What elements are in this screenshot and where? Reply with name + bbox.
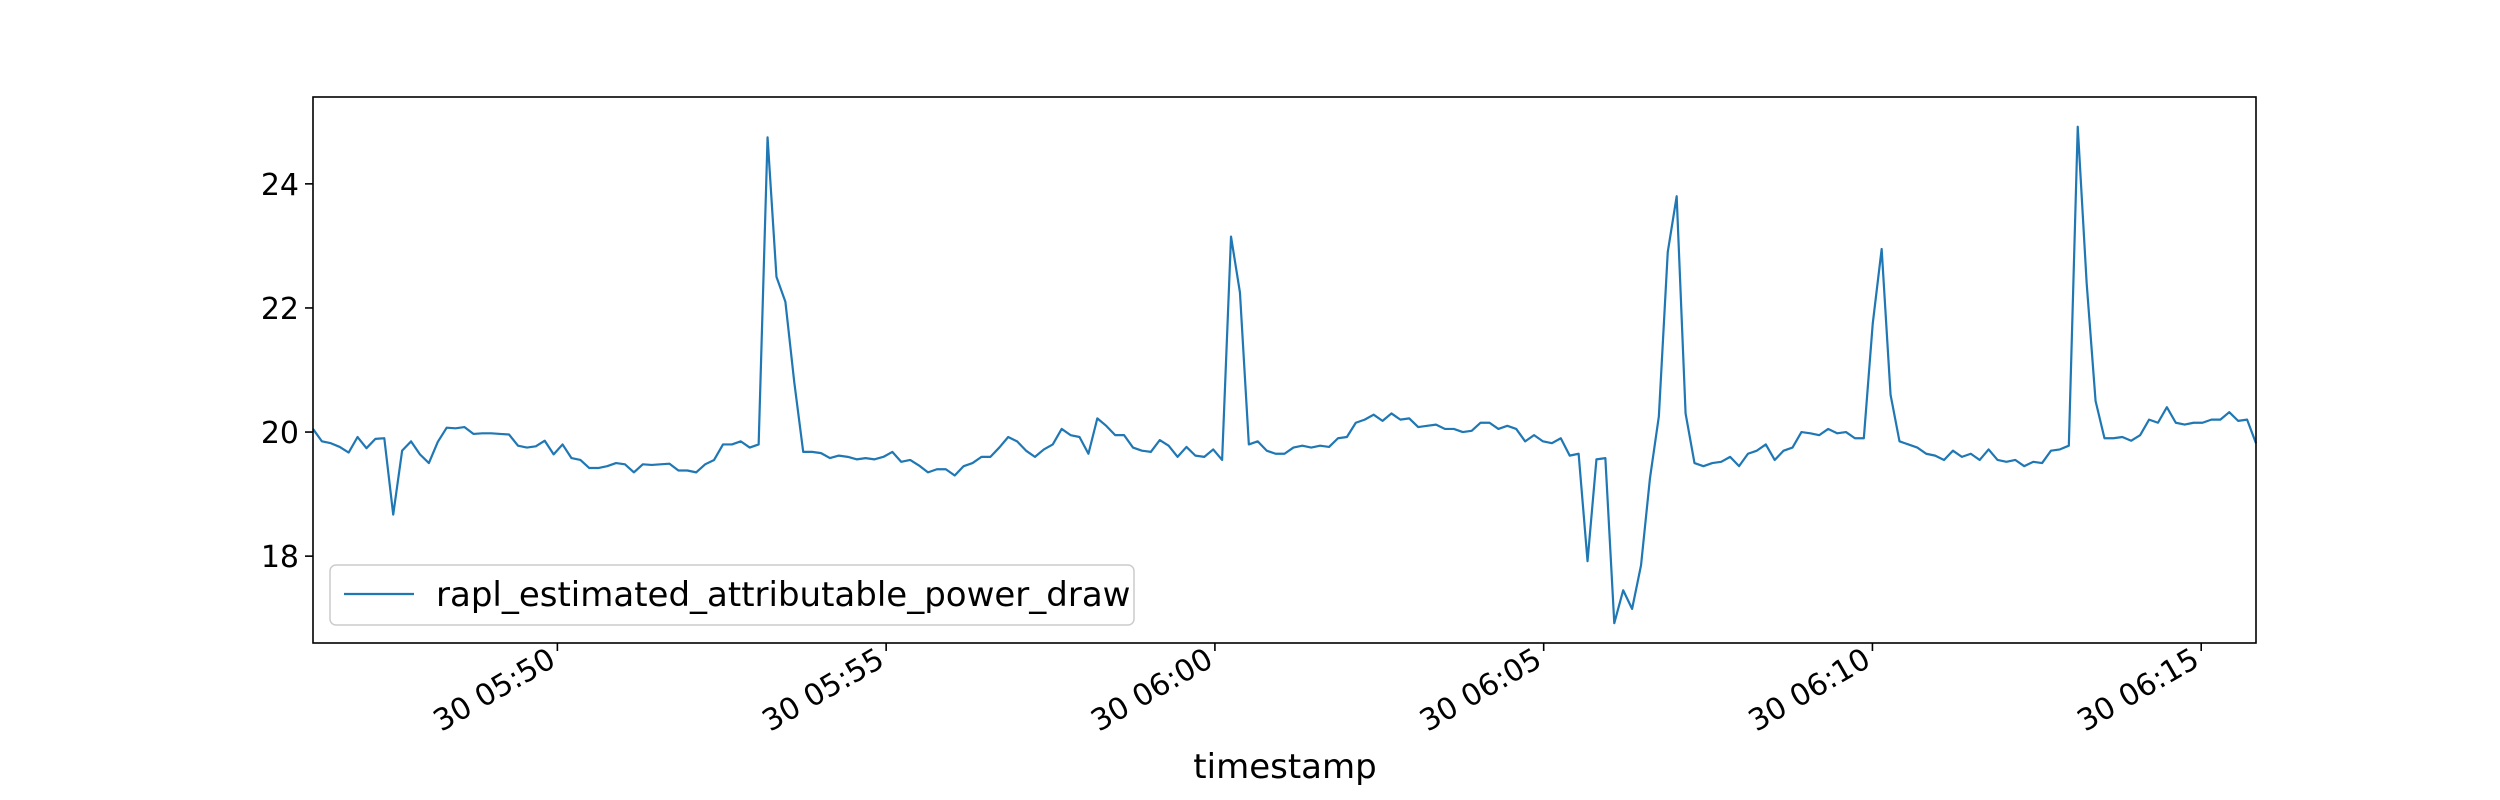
x-tick-label: 30 06:15 (2072, 642, 2206, 739)
y-tick-label: 18 (261, 540, 299, 575)
x-tick-label: 30 06:10 (1743, 642, 1877, 739)
series-layer (312, 125, 2258, 625)
plot-frame (312, 96, 2257, 644)
x-axis-label: timestamp (1193, 747, 1376, 787)
x-tick-label: 30 05:50 (428, 642, 562, 739)
x-axis-ticks: 30 05:50 30 05:55 30 06:00 30 06:05 30 06:10… (428, 642, 2206, 739)
y-tick-label: 24 (261, 168, 299, 203)
x-tick-label: 30 06:05 (1414, 642, 1548, 739)
y-tick-label: 22 (261, 292, 299, 327)
series-line (312, 125, 2258, 625)
x-tick-label: 30 06:00 (1085, 642, 1219, 739)
y-tick-label: 20 (261, 416, 299, 451)
legend: rapl_estimated_attributable_power_draw (329, 564, 1135, 626)
x-tick-label: 30 05:55 (756, 642, 890, 739)
legend-label: rapl_estimated_attributable_power_draw (436, 575, 1131, 615)
legend-box (329, 564, 1135, 626)
y-axis-ticks: 18 20 22 24 (261, 168, 313, 575)
